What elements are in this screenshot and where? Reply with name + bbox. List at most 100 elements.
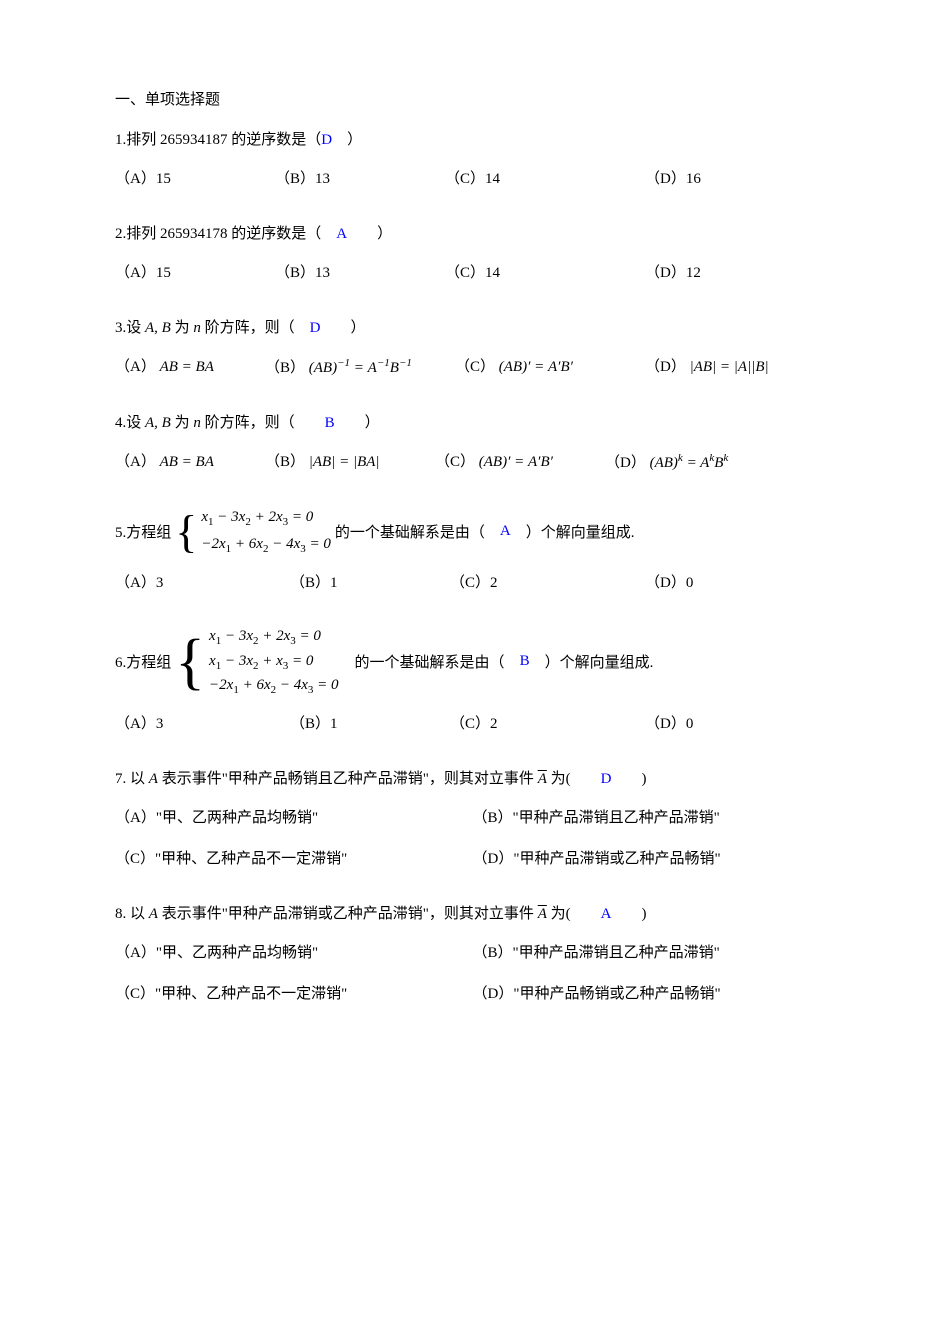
q6-text: 6.方程组 { x1 − 3x2 + 2x3 = 0 x1 − 3x2 + x3… bbox=[115, 625, 830, 699]
brace-icon: { bbox=[175, 631, 205, 693]
q6-mid: 的一个基础解系是由（ bbox=[355, 651, 520, 672]
q1-optD: （D）16 bbox=[645, 166, 701, 193]
q3-optA: （A） AB = BA bbox=[115, 354, 265, 382]
q8-optD: （D）"甲种产品畅销或乙种产品畅销" bbox=[473, 981, 831, 1008]
q5-options: （A）3 （B）1 （C）2 （D）0 bbox=[115, 570, 830, 597]
q1-options: （A）15 （B）13 （C）14 （D）16 bbox=[115, 166, 830, 193]
q4-post2: ） bbox=[335, 415, 380, 431]
q4-pre: 4.设 bbox=[115, 415, 145, 431]
q6-pre: 6.方程组 bbox=[115, 651, 171, 672]
q1-optB: （B）13 bbox=[275, 166, 445, 193]
q4-optC-pre: （C） bbox=[435, 454, 479, 470]
q8-text: 8. 以 A 表示事件"甲种产品滞销或乙种产品滞销"，则其对立事件 A 为( A… bbox=[115, 901, 830, 928]
q8-answer: A bbox=[601, 906, 612, 922]
q5-system: { x1 − 3x2 + 2x3 = 0 −2x1 + 6x2 − 4x3 = … bbox=[175, 505, 331, 558]
q4-optA: （A） AB = BA bbox=[115, 449, 265, 477]
q4-optB-pre: （B） bbox=[265, 454, 309, 470]
q7-Abar: A bbox=[538, 771, 547, 787]
q3-optD-pre: （D） bbox=[645, 359, 690, 375]
q6-eq2: x1 − 3x2 + x3 = 0 bbox=[209, 650, 339, 675]
q3-text: 3.设 A, B 为 n 阶方阵，则（ D ） bbox=[115, 315, 830, 342]
q5-optD: （D）0 bbox=[645, 570, 693, 597]
q6-eq3: −2x1 + 6x2 − 4x3 = 0 bbox=[209, 674, 339, 699]
q4-optD: （D） (AB)k = AkBk bbox=[605, 449, 728, 477]
q7-text: 7. 以 A 表示事件"甲种产品畅销且乙种产品滞销"，则其对立事件 A 为( D… bbox=[115, 766, 830, 793]
q4-answer: B bbox=[325, 415, 335, 431]
q8-optB: （B）"甲种产品滞销且乙种产品滞销" bbox=[473, 940, 831, 967]
q5-mid: 的一个基础解系是由（ bbox=[335, 521, 500, 542]
q7-optA: （A）"甲、乙两种产品均畅销" bbox=[115, 805, 473, 832]
q7-post: ) bbox=[611, 771, 646, 787]
q2-text: 2.排列 265934178 的逆序数是（ A ） bbox=[115, 221, 830, 248]
q6-system: { x1 − 3x2 + 2x3 = 0 x1 − 3x2 + x3 = 0 −… bbox=[175, 625, 338, 699]
q5-optB: （B）1 bbox=[290, 570, 450, 597]
q2-post: ） bbox=[347, 226, 392, 242]
section-title: 一、单项选择题 bbox=[115, 88, 830, 109]
q1-pre: 1.排列 265934187 的逆序数是（ bbox=[115, 132, 321, 148]
q7-A: A bbox=[149, 771, 158, 787]
q2-options: （A）15 （B）13 （C）14 （D）12 bbox=[115, 260, 830, 287]
q6-optB: （B）1 bbox=[290, 711, 450, 738]
q4-optB: （B） |AB| = |BA| bbox=[265, 449, 435, 477]
q8-optA: （A）"甲、乙两种产品均畅销" bbox=[115, 940, 473, 967]
q8-mid2: 为( bbox=[547, 906, 601, 922]
q3-optA-pre: （A） bbox=[115, 359, 160, 375]
q6-optC: （C）2 bbox=[450, 711, 645, 738]
q5-optA: （A）3 bbox=[115, 570, 290, 597]
q7-optD: （D）"甲种产品滞销或乙种产品畅销" bbox=[473, 846, 831, 873]
q2-optC: （C）14 bbox=[445, 260, 645, 287]
q3-optD-math: |AB| = |A||B| bbox=[690, 359, 769, 375]
q1-post: ） bbox=[332, 132, 362, 148]
q5-eq2: −2x1 + 6x2 − 4x3 = 0 bbox=[201, 532, 331, 559]
q4-optB-math: |AB| = |BA| bbox=[309, 454, 380, 470]
question-7: 7. 以 A 表示事件"甲种产品畅销且乙种产品滞销"，则其对立事件 A 为( D… bbox=[115, 766, 830, 873]
q3-answer: D bbox=[310, 320, 321, 336]
question-4: 4.设 A, B 为 n 阶方阵，则（ B ） （A） AB = BA （B） … bbox=[115, 410, 830, 477]
q8-pre: 8. 以 bbox=[115, 906, 149, 922]
q6-optD: （D）0 bbox=[645, 711, 693, 738]
q3-optA-math: AB = BA bbox=[160, 359, 214, 375]
q6-eqs: x1 − 3x2 + 2x3 = 0 x1 − 3x2 + x3 = 0 −2x… bbox=[209, 625, 339, 699]
q6-options: （A）3 （B）1 （C）2 （D）0 bbox=[115, 711, 830, 738]
q2-answer: A bbox=[336, 226, 347, 242]
q3-ab: A, B bbox=[145, 320, 171, 336]
q7-answer: D bbox=[601, 771, 612, 787]
q1-optA: （A）15 bbox=[115, 166, 275, 193]
question-8: 8. 以 A 表示事件"甲种产品滞销或乙种产品滞销"，则其对立事件 A 为( A… bbox=[115, 901, 830, 1008]
question-5: 5.方程组 { x1 − 3x2 + 2x3 = 0 −2x1 + 6x2 − … bbox=[115, 505, 830, 597]
question-2: 2.排列 265934178 的逆序数是（ A ） （A）15 （B）13 （C… bbox=[115, 221, 830, 287]
q8-post: ) bbox=[611, 906, 646, 922]
q2-optD: （D）12 bbox=[645, 260, 701, 287]
q1-text: 1.排列 265934187 的逆序数是（D ） bbox=[115, 127, 830, 154]
q2-pre: 2.排列 265934178 的逆序数是（ bbox=[115, 226, 336, 242]
q7-options: （A）"甲、乙两种产品均畅销" （B）"甲种产品滞销且乙种产品滞销" （C）"甲… bbox=[115, 805, 830, 873]
question-1: 1.排列 265934187 的逆序数是（D ） （A）15 （B）13 （C）… bbox=[115, 127, 830, 193]
q5-post: ）个解向量组成. bbox=[511, 521, 635, 542]
q4-options: （A） AB = BA （B） |AB| = |BA| （C） (AB)′ = … bbox=[115, 449, 830, 477]
q6-post: ）个解向量组成. bbox=[530, 651, 654, 672]
q4-optA-math: AB = BA bbox=[160, 454, 214, 470]
q4-optD-math: (AB)k = AkBk bbox=[650, 455, 729, 471]
q3-post1: 阶方阵，则（ bbox=[201, 320, 310, 336]
q8-A: A bbox=[149, 906, 158, 922]
q7-pre: 7. 以 bbox=[115, 771, 149, 787]
q1-answer: D bbox=[321, 132, 332, 148]
q5-text: 5.方程组 { x1 − 3x2 + 2x3 = 0 −2x1 + 6x2 − … bbox=[115, 505, 830, 558]
q4-optD-pre: （D） bbox=[605, 455, 650, 471]
q8-mid1: 表示事件"甲种产品滞销或乙种产品滞销"，则其对立事件 bbox=[158, 906, 538, 922]
q4-mid: 为 bbox=[171, 415, 194, 431]
question-3: 3.设 A, B 为 n 阶方阵，则（ D ） （A） AB = BA （B） … bbox=[115, 315, 830, 382]
q3-n: n bbox=[193, 320, 201, 336]
q4-n: n bbox=[193, 415, 201, 431]
question-6: 6.方程组 { x1 − 3x2 + 2x3 = 0 x1 − 3x2 + x3… bbox=[115, 625, 830, 738]
q3-optD: （D） |AB| = |A||B| bbox=[645, 354, 769, 382]
q3-optC-pre: （C） bbox=[455, 359, 499, 375]
q2-optA: （A）15 bbox=[115, 260, 275, 287]
q6-eq1: x1 − 3x2 + 2x3 = 0 bbox=[209, 625, 339, 650]
q4-post1: 阶方阵，则（ bbox=[201, 415, 325, 431]
q8-Abar: A bbox=[538, 906, 547, 922]
q4-text: 4.设 A, B 为 n 阶方阵，则（ B ） bbox=[115, 410, 830, 437]
q5-eq1: x1 − 3x2 + 2x3 = 0 bbox=[201, 505, 331, 532]
q3-post2: ） bbox=[320, 320, 365, 336]
q4-ab: A, B bbox=[145, 415, 171, 431]
